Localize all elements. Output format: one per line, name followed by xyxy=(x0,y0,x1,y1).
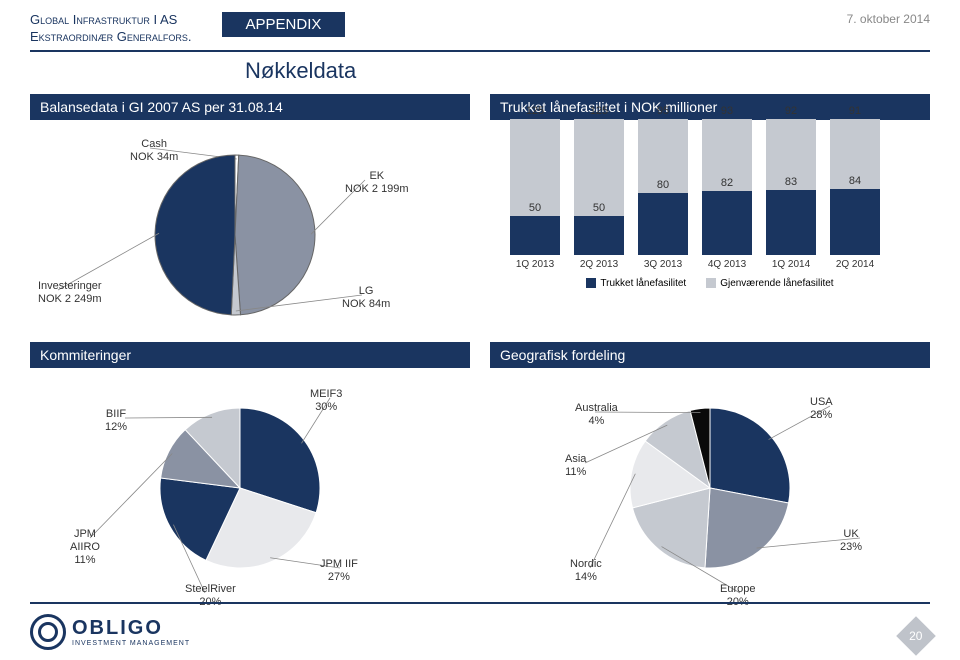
bar-group: 91842Q 2014 xyxy=(830,119,880,270)
logo-sub: INVESTMENT MANAGEMENT xyxy=(72,640,190,647)
bar-group: 95803Q 2013 xyxy=(638,119,688,270)
bar-x-label: 1Q 2013 xyxy=(516,259,554,270)
bar-x-label: 1Q 2014 xyxy=(772,259,810,270)
page-number: 20 xyxy=(896,616,936,656)
pie-label: JPMAIIRO11% xyxy=(70,528,100,568)
bar-value-drawn: 84 xyxy=(830,175,880,187)
company-name: Global Infrastruktur I AS Ekstraordinær … xyxy=(30,12,192,46)
section-geo-title: Geografisk fordeling xyxy=(490,342,930,368)
pie-label: USA28% xyxy=(810,396,833,422)
bar-group: 125501Q 2013 xyxy=(510,119,560,270)
pie-label: Asia11% xyxy=(565,453,586,479)
bar-value-drawn: 83 xyxy=(766,176,816,188)
header: Global Infrastruktur I AS Ekstraordinær … xyxy=(0,0,960,84)
pie-label: Australia4% xyxy=(575,402,618,428)
company-line-2: Ekstraordinær Generalfors. xyxy=(30,29,192,46)
pie-label: UK23% xyxy=(840,528,862,554)
pie-label: MEIF330% xyxy=(310,388,342,414)
legend-remaining: Gjenværende lånefasilitet xyxy=(720,278,833,289)
loan-bar-chart: 125501Q 2013125502Q 201395803Q 201393824… xyxy=(490,130,930,330)
pie-label: SteelRiver20% xyxy=(185,583,236,609)
bar-value-drawn: 50 xyxy=(574,202,624,214)
pie-label: InvesteringerNOK 2 249m xyxy=(38,280,102,306)
bar-value-drawn: 82 xyxy=(702,177,752,189)
logo-icon xyxy=(30,614,66,650)
footer-divider xyxy=(30,602,930,604)
bar-x-label: 2Q 2014 xyxy=(836,259,874,270)
bar-value-remaining: 93 xyxy=(702,105,752,117)
bar-value-remaining: 95 xyxy=(638,105,688,117)
footer: OBLIGO INVESTMENT MANAGEMENT 20 xyxy=(30,614,930,650)
pie-label: JPM IIF27% xyxy=(320,558,358,584)
bar-value-remaining: 125 xyxy=(574,105,624,117)
pie-slice xyxy=(155,155,235,315)
pie-slice xyxy=(235,155,315,315)
bar-group: 125502Q 2013 xyxy=(574,119,624,270)
pie-label: Europe20% xyxy=(720,583,755,609)
bar-x-label: 2Q 2013 xyxy=(580,259,618,270)
company-line-1: Global Infrastruktur I AS xyxy=(30,12,192,29)
balance-pie-chart: CashNOK 34m EKNOK 2 199m LGNOK 84m Invester… xyxy=(30,130,470,330)
logo-main: OBLIGO xyxy=(72,617,190,640)
bar-value-remaining: 92 xyxy=(766,105,816,117)
date-text: 7. oktober 2014 xyxy=(847,12,930,26)
legend-drawn: Trukket lånefasilitet xyxy=(600,278,686,289)
pie-label: CashNOK 34m xyxy=(130,138,178,164)
section-balance-title: Balansedata i GI 2007 AS per 31.08.14 xyxy=(30,94,470,120)
pie-label: LGNOK 84m xyxy=(342,285,390,311)
page-title: Nøkkeldata xyxy=(245,58,930,84)
bar-value-remaining: 125 xyxy=(510,105,560,117)
header-divider xyxy=(30,50,930,52)
bar-x-label: 3Q 2013 xyxy=(644,259,682,270)
bar-group: 93824Q 2013 xyxy=(702,119,752,270)
pie-label: BIIF12% xyxy=(105,408,127,434)
appendix-badge: APPENDIX xyxy=(222,12,346,37)
pie-label: EKNOK 2 199m xyxy=(345,170,409,196)
bar-value-drawn: 50 xyxy=(510,202,560,214)
bar-x-label: 4Q 2013 xyxy=(708,259,746,270)
pie-slice xyxy=(710,408,790,503)
geo-pie-chart: USA28% UK23% Europe20% Nordic14% Asia11% Aust… xyxy=(490,378,930,608)
section-commit-title: Kommiteringer xyxy=(30,342,470,368)
bar-value-drawn: 80 xyxy=(638,179,688,191)
commit-pie-chart: MEIF330% JPM IIF27% SteelRiver20% JPMAIIRO1… xyxy=(30,378,470,608)
pie-label: Nordic14% xyxy=(570,558,602,584)
logo: OBLIGO INVESTMENT MANAGEMENT xyxy=(30,614,190,650)
bar-value-remaining: 91 xyxy=(830,105,880,117)
bar-group: 92831Q 2014 xyxy=(766,119,816,270)
bar-legend: Trukket lånefasilitet Gjenværende lånefa… xyxy=(490,278,930,289)
